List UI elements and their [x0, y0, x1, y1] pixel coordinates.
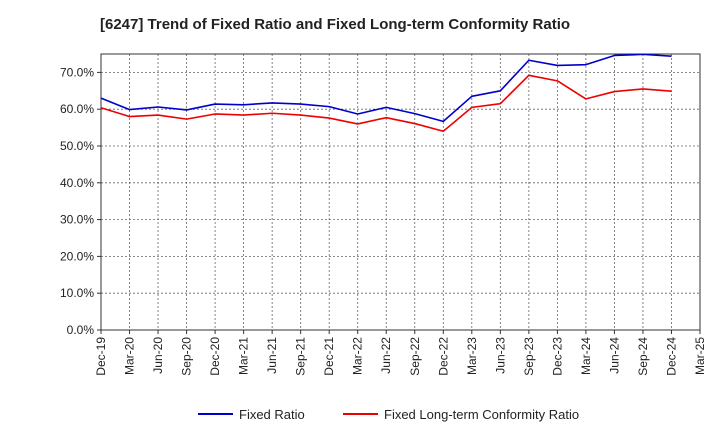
grid — [100, 54, 701, 331]
x-tick-label: Jun-21 — [265, 337, 279, 374]
y-axis: 0.0% 10.0% 20.0% 30.0% 40.0% 50.0% 60.0% 70.0% — [60, 65, 101, 337]
y-tick-label: 0.0% — [67, 323, 95, 337]
x-tick-label: Dec-24 — [664, 337, 678, 376]
x-tick-label: Mar-24 — [579, 337, 593, 375]
series-lines — [100, 53, 672, 133]
x-tick-label: Jun-22 — [379, 337, 393, 374]
x-tick-label: Sep-22 — [408, 337, 422, 376]
x-tick-label: Dec-22 — [436, 337, 450, 376]
chart-title: [6247] Trend of Fixed Ratio and Fixed Lo… — [100, 16, 570, 33]
y-tick-label: 60.0% — [60, 102, 94, 116]
x-tick-label: Jun-23 — [493, 337, 507, 374]
x-tick-label: Mar-22 — [351, 337, 365, 375]
y-tick-label: 50.0% — [60, 139, 94, 153]
x-tick-label: Jun-24 — [607, 337, 621, 374]
y-tick-label: 30.0% — [60, 213, 94, 227]
x-tick-label: Jun-20 — [151, 337, 165, 374]
plot-area-border — [100, 53, 701, 331]
y-tick-label: 40.0% — [60, 176, 94, 190]
x-tick-label: Sep-24 — [636, 337, 650, 376]
x-tick-label: Mar-20 — [123, 337, 137, 375]
x-tick-label: Dec-20 — [208, 337, 222, 376]
legend-label-fixed-long-term-conformity-ratio: Fixed Long-term Conformity Ratio — [384, 407, 579, 422]
x-tick-label: Dec-19 — [94, 337, 108, 376]
x-tick-label: Mar-21 — [237, 337, 251, 375]
x-tick-label: Mar-25 — [693, 337, 707, 375]
x-tick-label: Mar-23 — [465, 337, 479, 375]
legend: Fixed Ratio Fixed Long-term Conformity Ra… — [198, 407, 579, 422]
x-axis: Dec-19 Mar-20 Jun-20 Sep-20 Dec-20 Mar-21 Jun-… — [94, 330, 707, 376]
x-tick-label: Sep-21 — [294, 337, 308, 376]
y-tick-label: 10.0% — [60, 286, 94, 300]
series-line-fixed-long-term-conformity-ratio — [100, 74, 672, 133]
series-line-fixed-ratio — [100, 53, 672, 123]
x-tick-label: Sep-23 — [522, 337, 536, 376]
x-tick-label: Dec-23 — [550, 337, 564, 376]
x-tick-label: Sep-20 — [180, 337, 194, 376]
legend-label-fixed-ratio: Fixed Ratio — [239, 407, 305, 422]
x-tick-label: Dec-21 — [322, 337, 336, 376]
y-tick-label: 70.0% — [60, 65, 94, 79]
y-tick-label: 20.0% — [60, 249, 94, 263]
